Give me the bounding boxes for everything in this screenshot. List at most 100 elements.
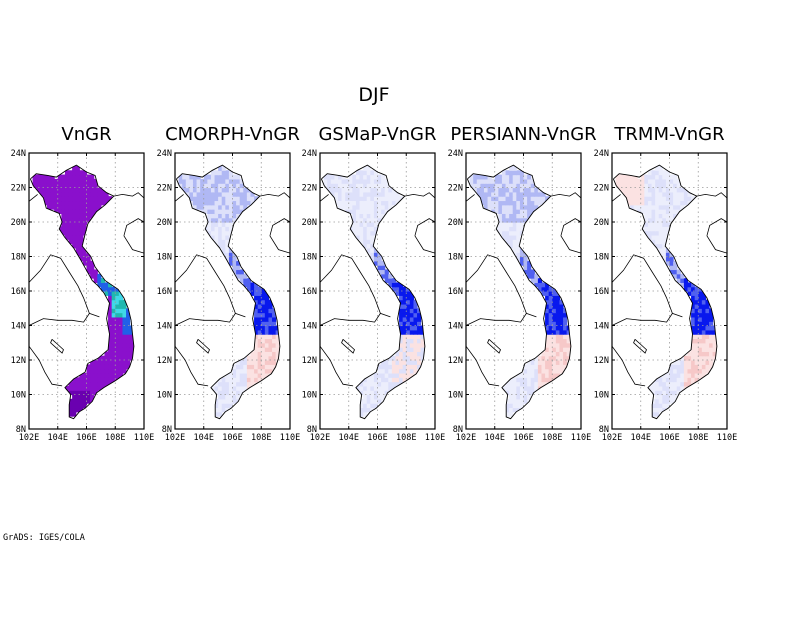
lon-tick-label: 104E: [194, 433, 214, 443]
lon-tick-label: 104E: [339, 433, 359, 443]
lat-tick-label: 20N: [302, 218, 317, 228]
country-border: [465, 254, 527, 314]
lat-tick-label: 8N: [599, 425, 609, 435]
lat-tick-label: 10N: [594, 391, 609, 401]
country-border: [319, 312, 391, 326]
country-border: [28, 254, 90, 314]
map-plot: 102E 104E 106E 108E 110E 24N 22N 20N 18N 16N 14N 12…: [11, 149, 155, 443]
lat-tick-label: 16N: [11, 287, 26, 297]
lat-tick-label: 10N: [157, 391, 172, 401]
lat-tick-label: 14N: [302, 322, 317, 332]
country-border: [611, 345, 646, 387]
lat-tick-label: 14N: [594, 322, 609, 332]
map-panel: TRMM-VnGR 102E 104E 106E 108E 110E 24N 22N 20N 18…: [582, 120, 757, 456]
map-plot: 102E 104E 106E 108E 110E 24N 22N 20N 18N 16N 14N 12…: [594, 149, 738, 443]
hainan-outline: [560, 218, 582, 254]
country-border: [319, 345, 354, 387]
lon-tick-label: 104E: [48, 433, 68, 443]
hainan-outline: [414, 218, 436, 254]
lon-tick-label: 106E: [659, 433, 679, 443]
panel-title: PERSIANN-VnGR: [450, 124, 597, 145]
country-border: [319, 194, 329, 202]
lon-tick-label: 110E: [280, 433, 300, 443]
lon-tick-label: 104E: [485, 433, 505, 443]
lat-tick-label: 20N: [157, 218, 172, 228]
coast-outline: [404, 192, 436, 199]
lon-tick-label: 106E: [76, 433, 96, 443]
figure-title: DJF: [358, 84, 390, 106]
coast-outline: [696, 192, 728, 199]
lat-tick-label: 16N: [448, 287, 463, 297]
coast-outline: [259, 192, 291, 199]
map-panel: CMORPH-VnGR 102E 104E 106E 108E 110E 24N 22N 20N…: [145, 120, 320, 456]
lat-tick-label: 8N: [16, 425, 26, 435]
lon-tick-label: 102E: [602, 433, 622, 443]
lat-tick-label: 22N: [11, 184, 26, 194]
country-border: [465, 194, 475, 202]
map-plot: 102E 104E 106E 108E 110E 24N 22N 20N 18N 16N 14N 12…: [302, 149, 446, 443]
lat-tick-label: 12N: [11, 356, 26, 366]
lon-tick-label: 110E: [425, 433, 445, 443]
lat-tick-label: 12N: [448, 356, 463, 366]
lat-tick-label: 20N: [594, 218, 609, 228]
lat-tick-label: 10N: [448, 391, 463, 401]
lat-tick-label: 18N: [11, 253, 26, 263]
lat-tick-label: 14N: [448, 322, 463, 332]
lat-tick-label: 16N: [594, 287, 609, 297]
lat-tick-label: 22N: [448, 184, 463, 194]
lon-tick-label: 108E: [105, 433, 125, 443]
data-grid: [32, 165, 134, 417]
lat-tick-label: 18N: [448, 253, 463, 263]
lat-tick-label: 12N: [157, 356, 172, 366]
lon-tick-label: 106E: [222, 433, 242, 443]
country-border: [174, 345, 209, 387]
lat-tick-label: 14N: [11, 322, 26, 332]
lat-tick-label: 8N: [162, 425, 172, 435]
country-border: [28, 312, 100, 326]
vietnam-outline: [175, 164, 281, 420]
lon-tick-label: 102E: [310, 433, 330, 443]
lake-outline: [487, 339, 501, 354]
lon-tick-label: 104E: [631, 433, 651, 443]
lat-tick-label: 10N: [11, 391, 26, 401]
map-panel: GSMaP-VnGR 102E 104E 106E 108E 110E 24N 22N 20N 1…: [290, 120, 465, 456]
map-panel: PERSIANN-VnGR 102E 104E 106E 108E 110E 24N 22N 2…: [436, 120, 611, 456]
lat-tick-label: 20N: [448, 218, 463, 228]
lat-tick-label: 24N: [157, 149, 172, 159]
country-border: [174, 312, 246, 326]
coast-outline: [113, 192, 145, 199]
lake-outline: [50, 339, 64, 354]
country-border: [28, 345, 63, 387]
lat-tick-label: 12N: [302, 356, 317, 366]
lon-tick-label: 108E: [542, 433, 562, 443]
lon-tick-label: 106E: [513, 433, 533, 443]
lat-tick-label: 20N: [11, 218, 26, 228]
grads-credit: GrADS: IGES/COLA: [3, 533, 85, 543]
country-border: [611, 254, 673, 314]
country-border: [319, 254, 381, 314]
hainan-outline: [269, 218, 291, 254]
panel-title: CMORPH-VnGR: [165, 124, 300, 145]
lat-tick-label: 16N: [157, 287, 172, 297]
map-plot: 102E 104E 106E 108E 110E 24N 22N 20N 18N 16N 14N 12…: [448, 149, 592, 443]
lon-tick-label: 102E: [165, 433, 185, 443]
lon-tick-label: 110E: [717, 433, 737, 443]
lat-tick-label: 24N: [594, 149, 609, 159]
lat-tick-label: 18N: [157, 253, 172, 263]
country-border: [174, 254, 236, 314]
lon-tick-label: 110E: [134, 433, 154, 443]
lake-outline: [341, 339, 355, 354]
lat-tick-label: 24N: [11, 149, 26, 159]
panel-title: GSMaP-VnGR: [318, 124, 437, 145]
lon-tick-label: 108E: [251, 433, 271, 443]
lake-outline: [633, 339, 647, 354]
lon-tick-label: 102E: [456, 433, 476, 443]
lat-tick-label: 8N: [307, 425, 317, 435]
vietnam-outline: [29, 164, 135, 420]
lon-tick-label: 110E: [571, 433, 591, 443]
lat-tick-label: 12N: [594, 356, 609, 366]
hainan-outline: [123, 218, 145, 254]
lat-tick-label: 24N: [302, 149, 317, 159]
data-grid: [615, 165, 717, 417]
lat-tick-label: 10N: [302, 391, 317, 401]
